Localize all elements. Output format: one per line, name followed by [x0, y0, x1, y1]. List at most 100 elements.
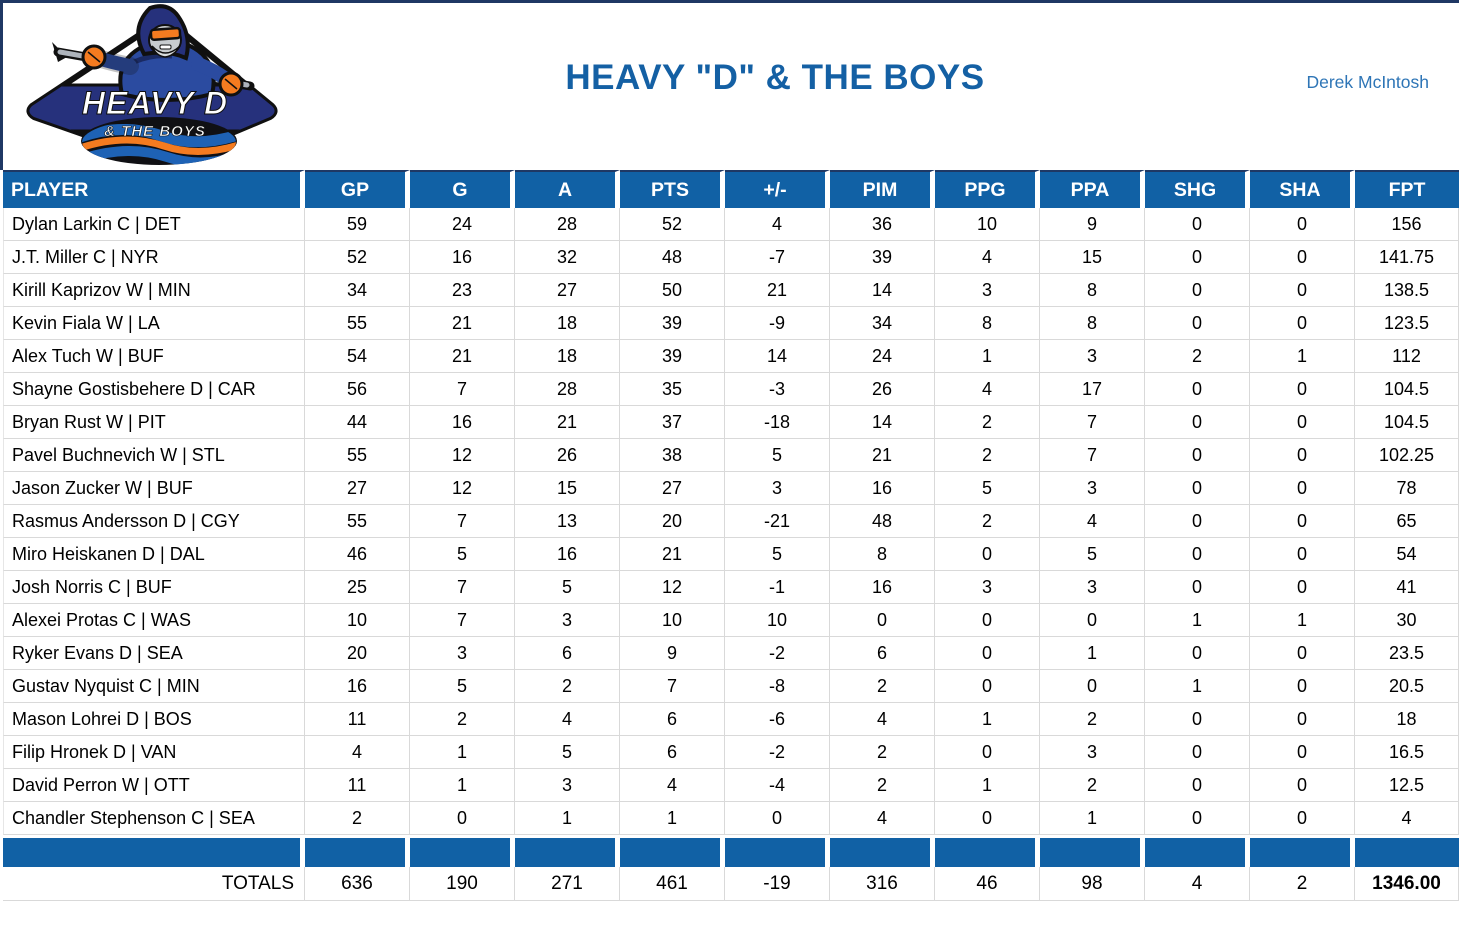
- stat-cell: 0: [1145, 769, 1250, 802]
- table-row: Chandler Stephenson C | SEA 2 0 1 1 0 4 0 1 0 0 4: [3, 802, 1459, 835]
- separator-cell: [935, 835, 1040, 867]
- stat-cell: 1: [1250, 340, 1355, 373]
- stat-cell: 1: [1145, 604, 1250, 637]
- separator-cell: [1250, 835, 1355, 867]
- totals-value: 1346.00: [1355, 867, 1459, 901]
- stat-cell: 0: [1250, 637, 1355, 670]
- stat-cell: 5: [1040, 538, 1145, 571]
- column-header-stat: FPT: [1355, 170, 1459, 208]
- stat-cell: 39: [830, 241, 935, 274]
- table-row: Alexei Protas C | WAS 10 7 3 10 10 0 0 0 1 1 30: [3, 604, 1459, 637]
- column-header-row: PLAYER GP G A PTS +/- PIM PPG PPA SHG SHA FPT: [3, 170, 1459, 208]
- stat-cell: 2: [1040, 703, 1145, 736]
- stat-cell: 4: [305, 736, 410, 769]
- table-row: Bryan Rust W | PIT 44 16 21 37 -18 14 2 7 0 0 104.5: [3, 406, 1459, 439]
- stat-cell: 18: [515, 307, 620, 340]
- stat-cell: 1: [1145, 670, 1250, 703]
- stat-cell: 141.75: [1355, 241, 1459, 274]
- player-cell: Dylan Larkin C | DET: [3, 208, 305, 241]
- stat-cell: 15: [515, 472, 620, 505]
- stat-cell: 4: [515, 703, 620, 736]
- player-cell: Ryker Evans D | SEA: [3, 637, 305, 670]
- stat-cell: 16: [410, 241, 515, 274]
- stat-cell: 0: [1250, 802, 1355, 835]
- stat-cell: 0: [935, 538, 1040, 571]
- owner-name: Derek McIntosh: [1306, 72, 1429, 92]
- stat-cell: 0: [1250, 571, 1355, 604]
- table-row: Kirill Kaprizov W | MIN 34 23 27 50 21 14 3 8 0 0 1…: [3, 274, 1459, 307]
- player-cell: Josh Norris C | BUF: [3, 571, 305, 604]
- stat-cell: 1: [620, 802, 725, 835]
- logo-mascot: [52, 4, 255, 102]
- stat-cell: 16.5: [1355, 736, 1459, 769]
- stat-cell: 8: [1040, 307, 1145, 340]
- stat-cell: 1: [1250, 604, 1355, 637]
- stat-cell: 2: [305, 802, 410, 835]
- column-header-stat: G: [410, 170, 515, 208]
- team-logo: HEAVY D & THE BOYS: [26, 4, 278, 165]
- stat-cell: 7: [1040, 439, 1145, 472]
- totals-value: 46: [935, 867, 1040, 901]
- stat-cell: 55: [305, 307, 410, 340]
- stat-cell: 48: [620, 241, 725, 274]
- stat-cell: 0: [1250, 505, 1355, 538]
- separator-cell: [725, 835, 830, 867]
- stat-cell: 3: [515, 604, 620, 637]
- stat-cell: 3: [410, 637, 515, 670]
- stat-cell: 24: [410, 208, 515, 241]
- stat-cell: 3: [1040, 340, 1145, 373]
- stat-cell: 16: [830, 571, 935, 604]
- totals-value: 2: [1250, 867, 1355, 901]
- column-header-stat: +/-: [725, 170, 830, 208]
- stat-cell: 15: [1040, 241, 1145, 274]
- player-cell: Gustav Nyquist C | MIN: [3, 670, 305, 703]
- player-cell: David Perron W | OTT: [3, 769, 305, 802]
- stat-cell: 34: [830, 307, 935, 340]
- stat-cell: 0: [1145, 208, 1250, 241]
- stat-cell: 14: [725, 340, 830, 373]
- stat-cell: 0: [935, 670, 1040, 703]
- stat-cell: -8: [725, 670, 830, 703]
- stat-cell: 0: [1145, 802, 1250, 835]
- stat-cell: 0: [410, 802, 515, 835]
- stat-cell: -2: [725, 637, 830, 670]
- stat-cell: 4: [725, 208, 830, 241]
- stat-cell: 38: [620, 439, 725, 472]
- stat-cell: 0: [1145, 307, 1250, 340]
- column-header-stat: SHA: [1250, 170, 1355, 208]
- stat-cell: 55: [305, 439, 410, 472]
- stat-cell: 102.25: [1355, 439, 1459, 472]
- stat-cell: 6: [620, 703, 725, 736]
- stat-cell: 21: [410, 307, 515, 340]
- table-row: Filip Hronek D | VAN 4 1 5 6 -2 2 0 3 0 0 16.5: [3, 736, 1459, 769]
- stat-cell: 2: [935, 439, 1040, 472]
- stat-cell: 20: [305, 637, 410, 670]
- stat-cell: 3: [1040, 736, 1145, 769]
- stat-cell: 7: [620, 670, 725, 703]
- stat-cell: 9: [1040, 208, 1145, 241]
- stat-cell: 4: [1040, 505, 1145, 538]
- player-cell: Filip Hronek D | VAN: [3, 736, 305, 769]
- player-cell: Jason Zucker W | BUF: [3, 472, 305, 505]
- totals-value: 4: [1145, 867, 1250, 901]
- stat-cell: -6: [725, 703, 830, 736]
- stat-cell: 32: [515, 241, 620, 274]
- stat-cell: -4: [725, 769, 830, 802]
- stat-cell: 37: [620, 406, 725, 439]
- stat-cell: 1: [515, 802, 620, 835]
- column-header-stat: PPG: [935, 170, 1040, 208]
- stat-cell: 0: [1250, 472, 1355, 505]
- stat-cell: 2: [1145, 340, 1250, 373]
- stat-cell: 12: [410, 439, 515, 472]
- table-row: David Perron W | OTT 11 1 3 4 -4 2 1 2 0 0 12.5: [3, 769, 1459, 802]
- stat-cell: 10: [725, 604, 830, 637]
- stat-cell: 28: [515, 373, 620, 406]
- stat-cell: 5: [935, 472, 1040, 505]
- stat-cell: 27: [515, 274, 620, 307]
- stat-cell: 56: [305, 373, 410, 406]
- stat-cell: 7: [410, 505, 515, 538]
- stat-cell: 0: [1250, 703, 1355, 736]
- table-row: Kevin Fiala W | LA 55 21 18 39 -9 34 8 8 0 0 123.5: [3, 307, 1459, 340]
- stat-cell: 4: [1355, 802, 1459, 835]
- totals-value: 98: [1040, 867, 1145, 901]
